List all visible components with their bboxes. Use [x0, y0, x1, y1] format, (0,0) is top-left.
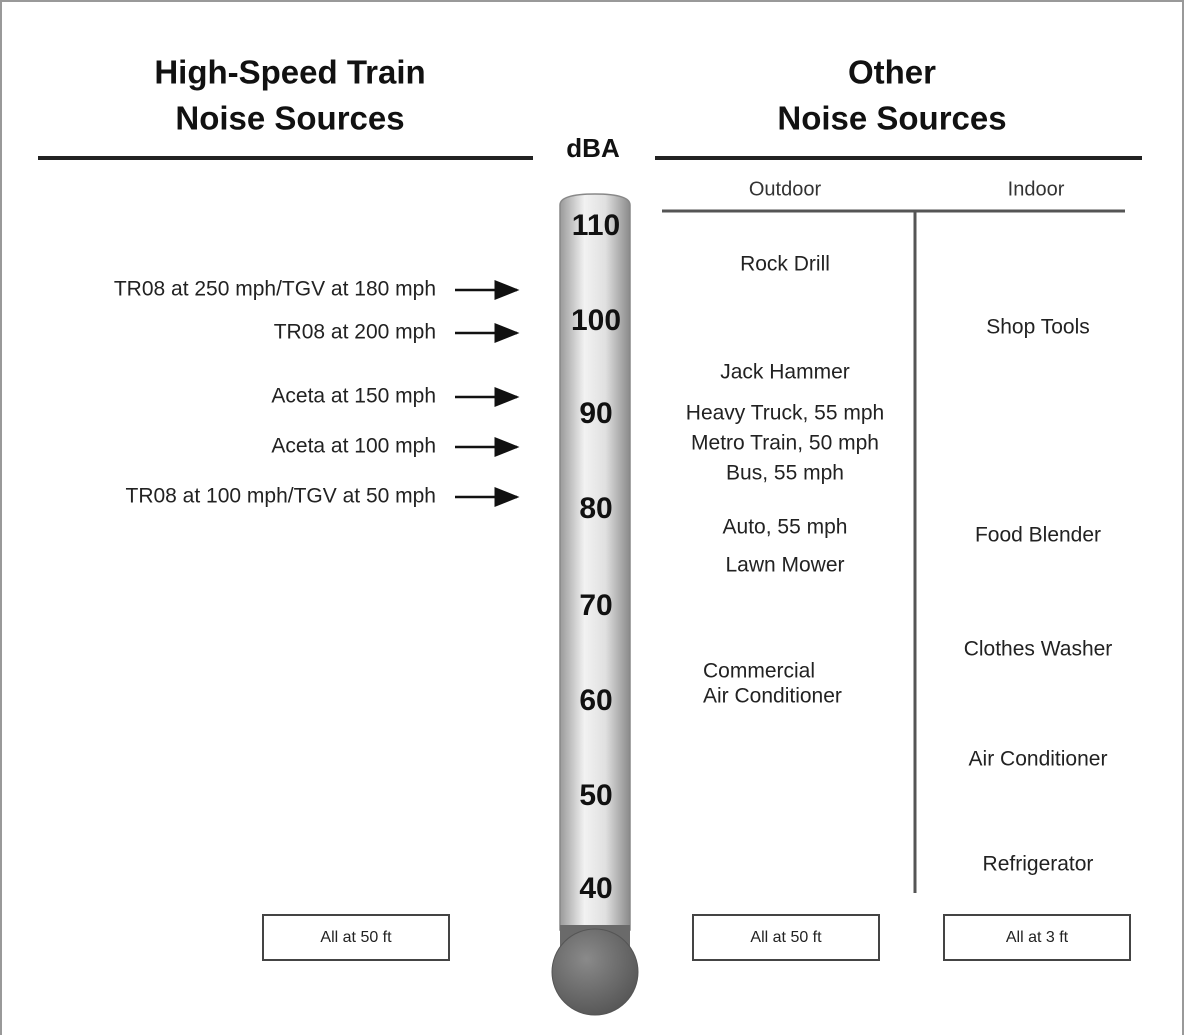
- right-title: Other: [848, 54, 936, 91]
- thermometer: [551, 193, 639, 1016]
- scale-label: 60: [579, 684, 612, 717]
- scale-label: 110: [572, 209, 620, 242]
- bulb: [551, 928, 639, 1016]
- indoor-source: Food Blender: [975, 524, 1101, 547]
- content: 110 100 90 80 70 60 50 40 TR08 at 250 mph/TGV at…: [114, 209, 1131, 961]
- outdoor-source: Auto, 55 mph: [723, 516, 848, 539]
- left-title: High-Speed Train: [154, 54, 425, 91]
- footnote: All at 50 ft: [320, 929, 392, 946]
- train-source: TR08 at 100 mph/TGV at 50 mph: [126, 485, 437, 508]
- column-header: Outdoor: [749, 178, 822, 200]
- footnote: All at 3 ft: [1006, 929, 1069, 946]
- outdoor-source: Heavy Truck, 55 mph: [686, 402, 884, 425]
- scale-label: 100: [571, 304, 621, 337]
- train-source: TR08 at 200 mph: [274, 321, 436, 344]
- scale-label: 80: [579, 492, 612, 525]
- indoor-source: Clothes Washer: [964, 638, 1113, 661]
- footnote-box: [262, 914, 450, 961]
- indoor-source: Air Conditioner: [969, 748, 1108, 771]
- unit-label: dBA: [566, 133, 620, 163]
- footnote-box: [692, 914, 880, 961]
- footnote-box: [943, 914, 1131, 961]
- indoor-source: Shop Tools: [986, 316, 1090, 339]
- train-source: Aceta at 150 mph: [271, 385, 436, 408]
- footnote: All at 50 ft: [750, 929, 822, 946]
- indoor-source: Refrigerator: [983, 853, 1094, 876]
- outdoor-source: Bus, 55 mph: [726, 462, 844, 485]
- scale-label: 40: [579, 872, 612, 905]
- scale-label: 50: [579, 779, 612, 812]
- outdoor-source: Jack Hammer: [720, 361, 850, 384]
- outdoor-source: Commercial: [703, 660, 815, 683]
- train-source: TR08 at 250 mph/TGV at 180 mph: [114, 278, 436, 301]
- outdoor-source: Rock Drill: [740, 253, 830, 276]
- scale-label: 70: [579, 589, 612, 622]
- tube: [559, 193, 631, 931]
- outdoor-source: Air Conditioner: [703, 685, 842, 708]
- right-title: Noise Sources: [777, 100, 1006, 137]
- outdoor-source: Metro Train, 50 mph: [691, 432, 879, 455]
- column-header: Indoor: [1008, 178, 1065, 200]
- left-title: Noise Sources: [175, 100, 404, 137]
- outdoor-source: Lawn Mower: [725, 554, 844, 577]
- train-source: Aceta at 100 mph: [271, 435, 436, 458]
- scale-label: 90: [579, 397, 612, 430]
